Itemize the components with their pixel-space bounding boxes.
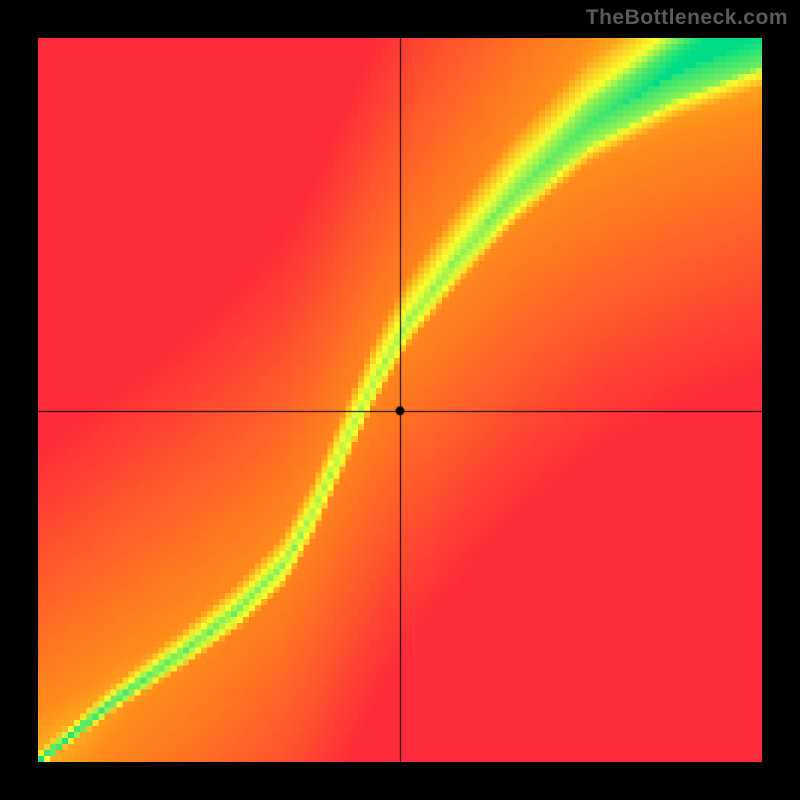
heatmap-canvas [38, 38, 762, 762]
watermark-text: TheBottleneck.com [586, 6, 788, 30]
chart-container: TheBottleneck.com [0, 0, 800, 800]
